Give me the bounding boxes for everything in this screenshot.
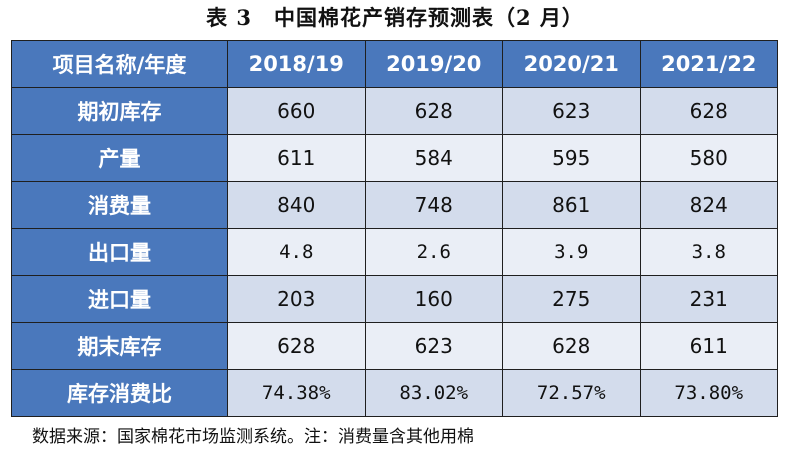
header-year: 2019/20	[364, 40, 503, 88]
table-title: 表 3 中国棉花产销存预测表（2 月）	[206, 5, 584, 30]
table-cell: 2.6	[364, 228, 503, 276]
table-cell: 231	[639, 275, 778, 323]
table-cell: 628	[364, 87, 503, 135]
header-year: 2018/19	[227, 40, 366, 88]
table-cell: 660	[227, 87, 366, 135]
table-row: 产量 611 584 595 580	[11, 134, 778, 182]
table-row: 期初库存 660 628 623 628	[11, 87, 778, 135]
row-label: 进口量	[11, 275, 228, 323]
table-cell: 72.57%	[502, 369, 641, 417]
table-cell: 861	[502, 181, 641, 229]
table-cell: 160	[364, 275, 503, 323]
header-year: 2021/22	[639, 40, 778, 88]
source-footnote: 数据来源：国家棉花市场监测系统。注：消费量含其他用棉	[32, 427, 474, 447]
table-cell: 595	[502, 134, 641, 182]
table-row: 消费量 840 748 861 824	[11, 181, 778, 229]
table-row: 出口量 4.8 2.6 3.9 3.8	[11, 228, 778, 276]
table-cell: 628	[502, 322, 641, 370]
table-cell: 3.9	[502, 228, 641, 276]
forecast-table: 项目名称/年度 2018/19 2019/20 2020/21 2021/22 …	[11, 40, 778, 417]
table-row: 期末库存 628 623 628 611	[11, 322, 778, 370]
table-cell: 611	[639, 322, 778, 370]
table-cell: 611	[227, 134, 366, 182]
table-cell: 83.02%	[364, 369, 503, 417]
row-label: 产量	[11, 134, 228, 182]
row-label: 出口量	[11, 228, 228, 276]
table-cell: 623	[364, 322, 503, 370]
table-header-row: 项目名称/年度 2018/19 2019/20 2020/21 2021/22	[11, 40, 778, 88]
table-cell: 203	[227, 275, 366, 323]
table-row: 库存消费比 74.38% 83.02% 72.57% 73.80%	[11, 369, 778, 417]
table-cell: 4.8	[227, 228, 366, 276]
header-label: 项目名称/年度	[11, 40, 228, 88]
table-cell: 748	[364, 181, 503, 229]
table-cell: 584	[364, 134, 503, 182]
row-label: 期末库存	[11, 322, 228, 370]
table-row: 进口量 203 160 275 231	[11, 275, 778, 323]
table-cell: 623	[502, 87, 641, 135]
table-cell: 628	[227, 322, 366, 370]
row-label: 消费量	[11, 181, 228, 229]
header-year: 2020/21	[502, 40, 641, 88]
table-cell: 3.8	[639, 228, 778, 276]
table-cell: 580	[639, 134, 778, 182]
table-cell: 840	[227, 181, 366, 229]
table-cell: 73.80%	[639, 369, 778, 417]
table-cell: 824	[639, 181, 778, 229]
row-label: 库存消费比	[11, 369, 228, 417]
table-cell: 74.38%	[227, 369, 366, 417]
row-label: 期初库存	[11, 87, 228, 135]
table-cell: 275	[502, 275, 641, 323]
table-cell: 628	[639, 87, 778, 135]
